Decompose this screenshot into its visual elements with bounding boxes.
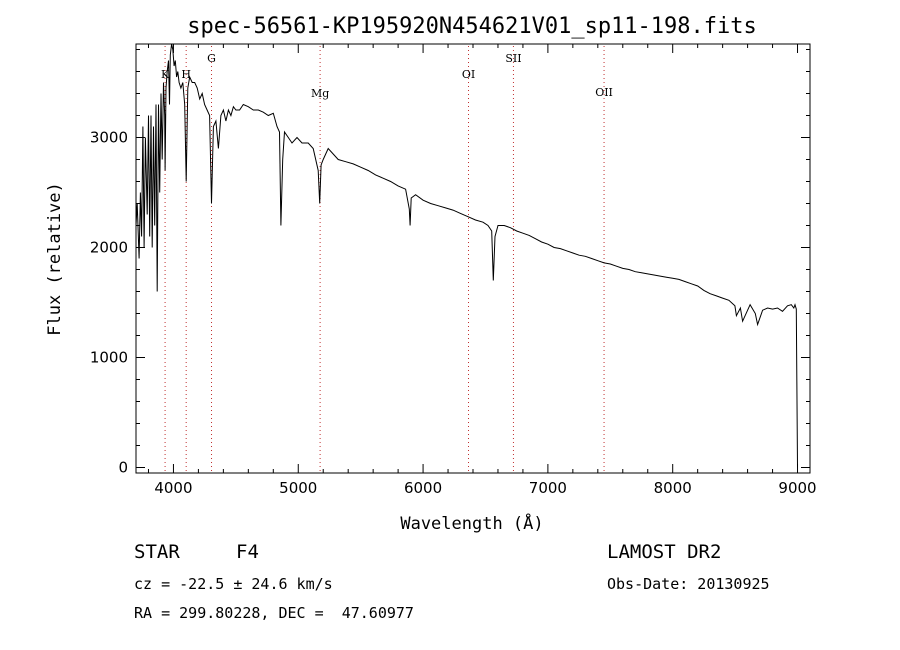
x-tick-label: 4000 — [154, 479, 192, 497]
x-tick-label: 7000 — [529, 479, 567, 497]
line-marker-label-mg: Mg — [311, 87, 329, 100]
y-axis-label: Flux (relative) — [45, 182, 65, 336]
line-marker-label-oi: OI — [462, 68, 475, 81]
y-tick-label: 1000 — [90, 349, 128, 367]
line-marker-label-oii: OII — [595, 86, 613, 99]
y-tick-label: 2000 — [90, 239, 128, 257]
y-tick-label: 3000 — [90, 129, 128, 147]
line-marker-label-g: G — [207, 52, 216, 65]
object-subclass: F4 — [236, 541, 259, 563]
x-tick-label: 6000 — [404, 479, 442, 497]
x-tick-label: 8000 — [654, 479, 692, 497]
line-marker-label-k: K — [161, 68, 170, 81]
line-markers: K H G Mg OI SII OII — [161, 46, 613, 473]
plot-frame — [135, 43, 811, 474]
coordinates: RA = 299.80228, DEC = 47.60977 — [134, 604, 414, 622]
x-tick-label: 9000 — [778, 479, 816, 497]
survey-label: LAMOST DR2 — [607, 541, 722, 563]
obs-date: Obs-Date: 20130925 — [607, 575, 770, 593]
redshift-readout: cz = -22.5 ± 24.6 km/s — [134, 575, 333, 593]
y-tick-label: 0 — [118, 459, 128, 477]
line-marker-label-h: H — [181, 68, 191, 81]
spectrum-series-line — [135, 43, 798, 468]
line-marker-label-sii: SII — [505, 52, 521, 65]
object-class: STAR — [134, 541, 180, 563]
x-axis-label: Wavelength (Å) — [400, 512, 543, 534]
x-tick-label: 5000 — [279, 479, 317, 497]
axis-ticks: 4000 5000 6000 7000 8000 9000 0 1000 2000 3000 — [90, 44, 817, 497]
chart-title: spec-56561-KP195920N454621V01_sp11-198.f… — [187, 14, 757, 39]
